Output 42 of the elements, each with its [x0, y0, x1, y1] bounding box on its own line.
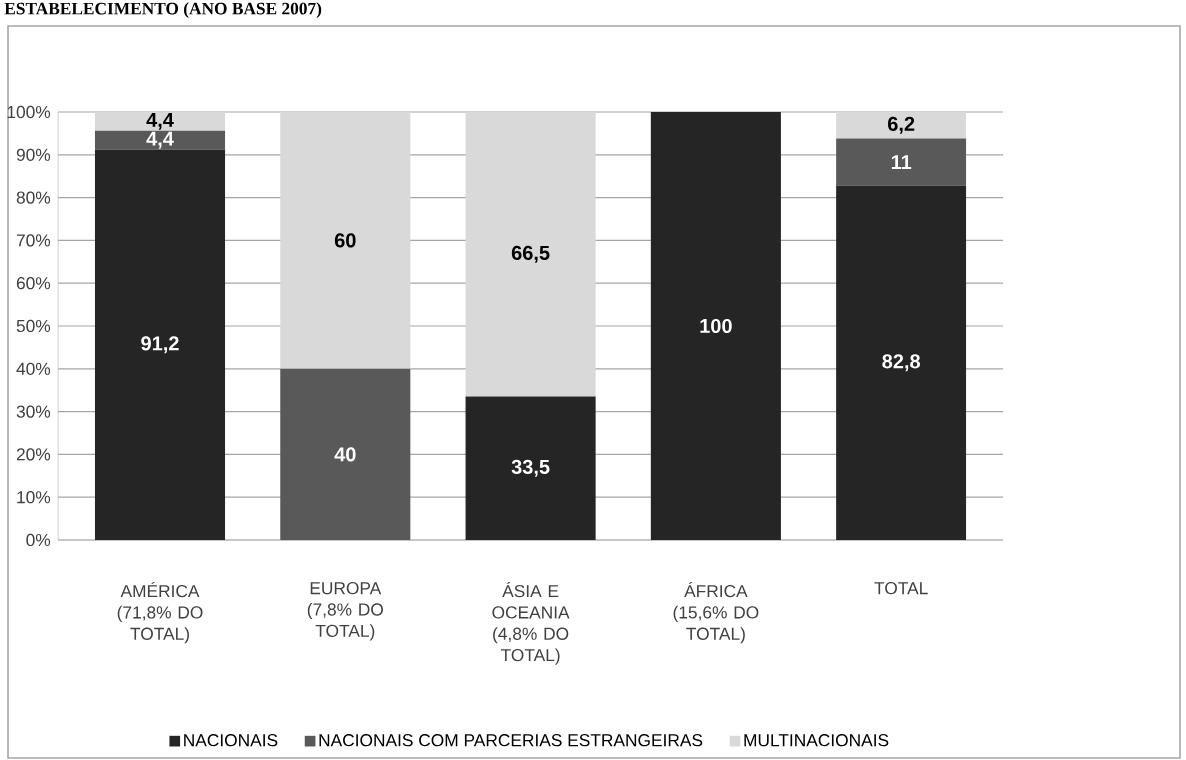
data-label: 33,5 — [511, 459, 550, 477]
bar — [465, 396, 596, 540]
bar — [650, 111, 781, 540]
data-label: 11 — [891, 155, 912, 169]
legend-label: NACIONAIS — [184, 734, 278, 747]
bar — [94, 149, 226, 540]
y-tick-label: 100% — [7, 105, 51, 119]
y-tick-label: 20% — [16, 448, 51, 461]
y-tick-label: 70% — [16, 234, 51, 247]
x-tick-label: AMÉRICA (71,8% DO TOTAL) — [117, 582, 203, 644]
x-tick-label: ÁFRICA (15,6% DO TOTAL) — [673, 582, 759, 644]
y-tick-label: 80% — [16, 191, 51, 204]
chart-title: ESTABELECIMENTO (ANO BASE 2007) — [4, 2, 322, 18]
legend-label: NACIONAIS COM PARCERIAS ESTRANGEIRAS — [319, 734, 703, 747]
data-label: 100 — [700, 318, 732, 334]
data-label: 82,8 — [882, 354, 921, 372]
data-label: 60 — [334, 233, 356, 248]
y-tick-label: 40% — [16, 362, 51, 375]
y-tick-label: 0% — [26, 533, 51, 547]
bar — [465, 111, 596, 397]
x-tick-label: EUROPA (7,8% DO TOTAL) — [307, 582, 383, 641]
bar — [94, 111, 226, 131]
bar — [94, 130, 226, 150]
x-tick-label: TOTAL — [874, 582, 928, 595]
y-tick-label: 60% — [16, 277, 51, 290]
data-label: 91,2 — [141, 336, 179, 354]
data-label: 6,2 — [888, 116, 915, 134]
data-label: 4,4 — [146, 131, 174, 149]
y-tick-label: 10% — [17, 491, 51, 504]
bar — [280, 368, 411, 540]
legend-label: MULTINACIONAIS — [744, 734, 889, 747]
bar — [836, 138, 967, 186]
data-label: 40 — [334, 447, 356, 462]
y-tick-label: 50% — [16, 319, 51, 333]
bar — [836, 111, 967, 139]
x-tick-label: ÁSIA E OCEANIA (4,8% DO TOTAL) — [492, 582, 570, 665]
bar — [836, 185, 967, 540]
y-tick-label: 90% — [16, 148, 51, 161]
bar — [280, 111, 411, 369]
data-label: 4,4 — [146, 112, 174, 130]
y-tick-label: 30% — [16, 405, 51, 418]
data-label: 66,5 — [511, 245, 550, 263]
